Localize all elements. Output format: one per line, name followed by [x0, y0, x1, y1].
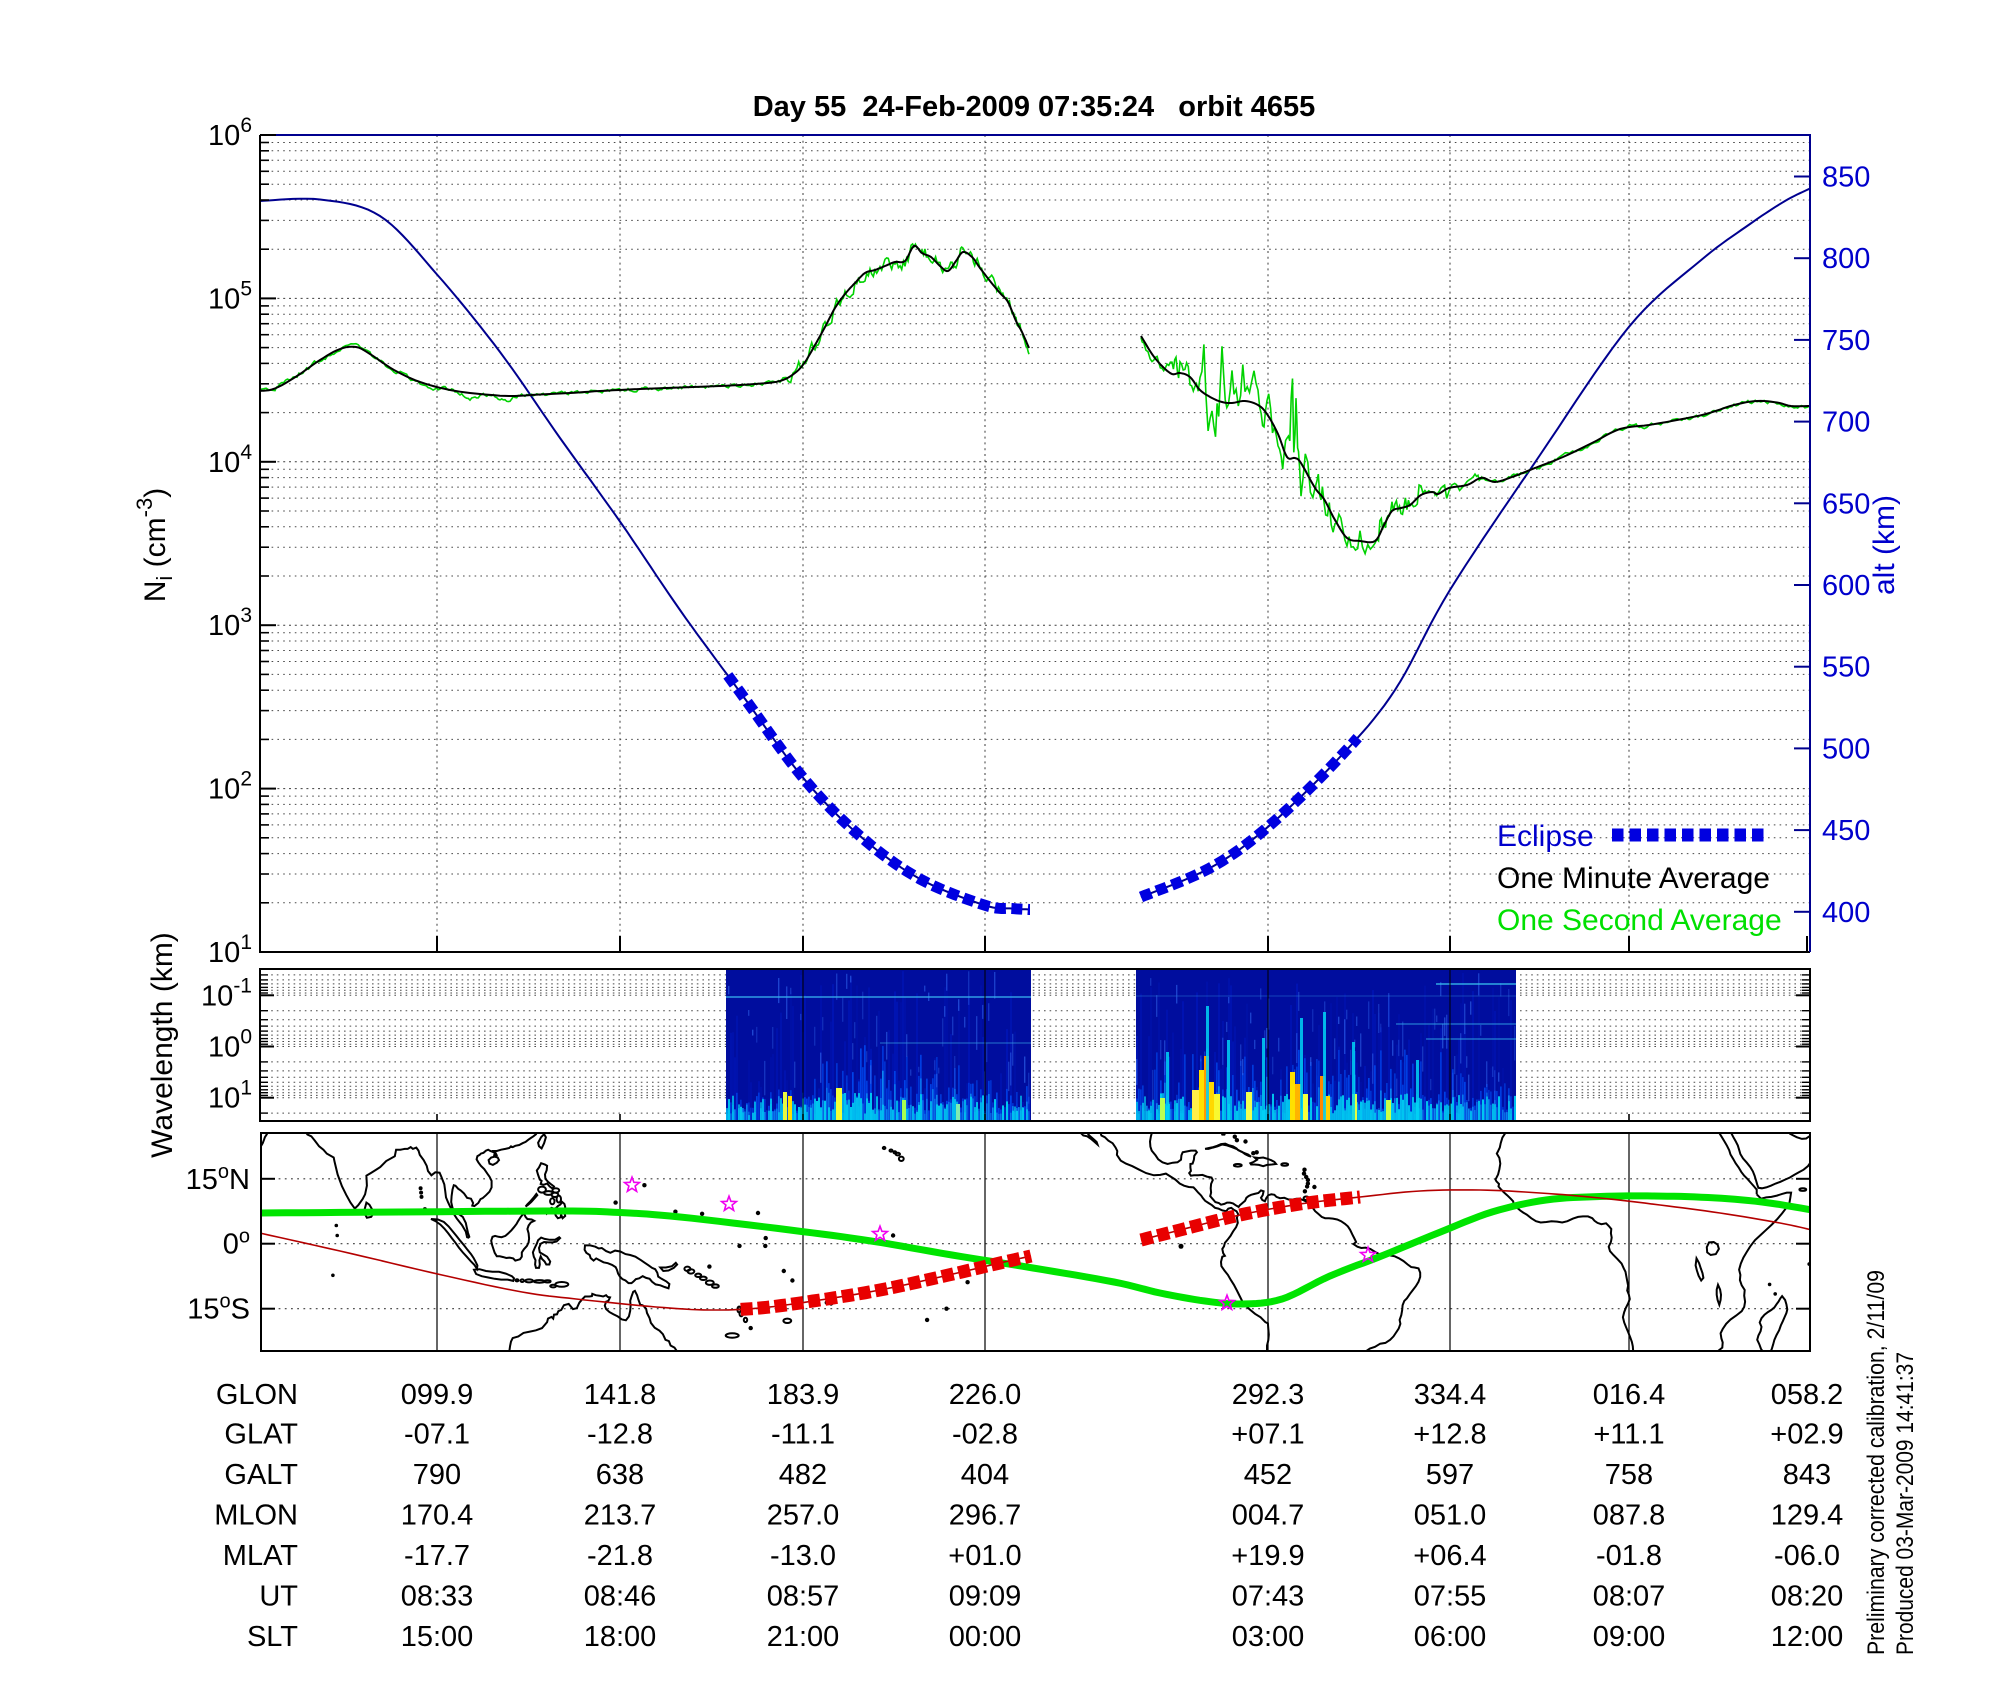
svg-text:09:00: 09:00 [1593, 1621, 1666, 1653]
svg-text:alt (km): alt (km) [1868, 495, 1901, 595]
svg-text:GALT: GALT [224, 1459, 298, 1491]
svg-text:-07.1: -07.1 [404, 1419, 470, 1451]
svg-text:08:20: 08:20 [1771, 1581, 1844, 1613]
svg-text:-12.8: -12.8 [587, 1419, 653, 1451]
svg-text:One Minute Average: One Minute Average [1497, 862, 1770, 895]
svg-text:750: 750 [1822, 325, 1870, 357]
svg-text:638: 638 [596, 1459, 644, 1491]
svg-text:292.3: 292.3 [1232, 1379, 1305, 1411]
svg-text:597: 597 [1426, 1459, 1474, 1491]
svg-text:Wavelength (km): Wavelength (km) [146, 932, 179, 1158]
svg-text:21:00: 21:00 [767, 1621, 840, 1653]
svg-text:550: 550 [1822, 652, 1870, 684]
svg-text:087.8: 087.8 [1593, 1500, 1666, 1532]
svg-text:296.7: 296.7 [949, 1500, 1022, 1532]
svg-text:06:00: 06:00 [1414, 1621, 1487, 1653]
svg-text:650: 650 [1822, 488, 1870, 520]
svg-text:004.7: 004.7 [1232, 1500, 1305, 1532]
svg-text:08:46: 08:46 [584, 1581, 657, 1613]
svg-text:500: 500 [1822, 733, 1870, 765]
svg-text:Preliminary corrected calibrat: Preliminary corrected calibration, 2/11/… [1863, 1270, 1890, 1655]
svg-text:15oN: 15oN [186, 1161, 250, 1196]
svg-text:18:00: 18:00 [584, 1621, 657, 1653]
svg-text:058.2: 058.2 [1771, 1379, 1844, 1411]
svg-text:Day 55 24-Feb-2009 07:35:24: Day 55 24-Feb-2009 07:35:24 orbit 4655 [753, 91, 1316, 123]
svg-text:700: 700 [1822, 407, 1870, 439]
svg-text:183.9: 183.9 [767, 1379, 840, 1411]
svg-text:+11.1: +11.1 [1593, 1419, 1664, 1451]
svg-text:Produced 03-Mar-2009 14:41:37: Produced 03-Mar-2009 14:41:37 [1892, 1352, 1919, 1655]
svg-text:170.4: 170.4 [401, 1500, 474, 1532]
svg-text:+07.1: +07.1 [1231, 1419, 1304, 1451]
svg-text:257.0: 257.0 [767, 1500, 840, 1532]
svg-text:One Second Average: One Second Average [1497, 904, 1782, 937]
svg-text:15oS: 15oS [187, 1291, 250, 1326]
svg-text:Eclipse: Eclipse [1497, 820, 1594, 853]
svg-text:482: 482 [779, 1459, 827, 1491]
svg-text:450: 450 [1822, 815, 1870, 847]
svg-text:452: 452 [1244, 1459, 1292, 1491]
svg-text:-01.8: -01.8 [1596, 1540, 1662, 1572]
svg-text:790: 790 [413, 1459, 461, 1491]
svg-text:+01.0: +01.0 [948, 1540, 1021, 1572]
svg-text:08:57: 08:57 [767, 1581, 840, 1613]
svg-text:226.0: 226.0 [949, 1379, 1022, 1411]
svg-text:MLON: MLON [214, 1500, 298, 1532]
svg-text:843: 843 [1783, 1459, 1831, 1491]
svg-text:15:00: 15:00 [401, 1621, 474, 1653]
svg-text:758: 758 [1605, 1459, 1653, 1491]
svg-text:GLON: GLON [216, 1379, 298, 1411]
svg-text:08:33: 08:33 [401, 1581, 474, 1613]
svg-text:-02.8: -02.8 [952, 1419, 1018, 1451]
svg-text:07:55: 07:55 [1414, 1581, 1487, 1613]
svg-text:SLT: SLT [247, 1621, 298, 1653]
svg-text:-21.8: -21.8 [587, 1540, 653, 1572]
svg-text:00:00: 00:00 [949, 1621, 1022, 1653]
svg-text:-17.7: -17.7 [404, 1540, 470, 1572]
svg-text:334.4: 334.4 [1414, 1379, 1487, 1411]
svg-text:-06.0: -06.0 [1774, 1540, 1840, 1572]
svg-text:800: 800 [1822, 243, 1870, 275]
svg-text:051.0: 051.0 [1414, 1500, 1487, 1532]
svg-text:129.4: 129.4 [1771, 1500, 1844, 1532]
svg-text:08:07: 08:07 [1593, 1581, 1666, 1613]
svg-text:-11.1: -11.1 [771, 1419, 835, 1451]
svg-text:12:00: 12:00 [1771, 1621, 1844, 1653]
svg-text:404: 404 [961, 1459, 1009, 1491]
svg-text:GLAT: GLAT [224, 1419, 298, 1451]
svg-text:099.9: 099.9 [401, 1379, 474, 1411]
svg-text:+19.9: +19.9 [1231, 1540, 1304, 1572]
svg-text:+06.4: +06.4 [1413, 1540, 1486, 1572]
svg-text:+02.9: +02.9 [1770, 1419, 1843, 1451]
svg-text:850: 850 [1822, 162, 1870, 194]
svg-text:+12.8: +12.8 [1413, 1419, 1486, 1451]
svg-text:141.8: 141.8 [584, 1379, 657, 1411]
svg-text:400: 400 [1822, 897, 1870, 929]
svg-text:213.7: 213.7 [584, 1500, 657, 1532]
svg-text:UT: UT [259, 1581, 298, 1613]
svg-text:03:00: 03:00 [1232, 1621, 1305, 1653]
svg-text:600: 600 [1822, 570, 1870, 602]
svg-text:MLAT: MLAT [223, 1540, 298, 1572]
svg-text:-13.0: -13.0 [770, 1540, 836, 1572]
svg-text:016.4: 016.4 [1593, 1379, 1666, 1411]
svg-text:07:43: 07:43 [1232, 1581, 1305, 1613]
svg-text:09:09: 09:09 [949, 1581, 1022, 1613]
